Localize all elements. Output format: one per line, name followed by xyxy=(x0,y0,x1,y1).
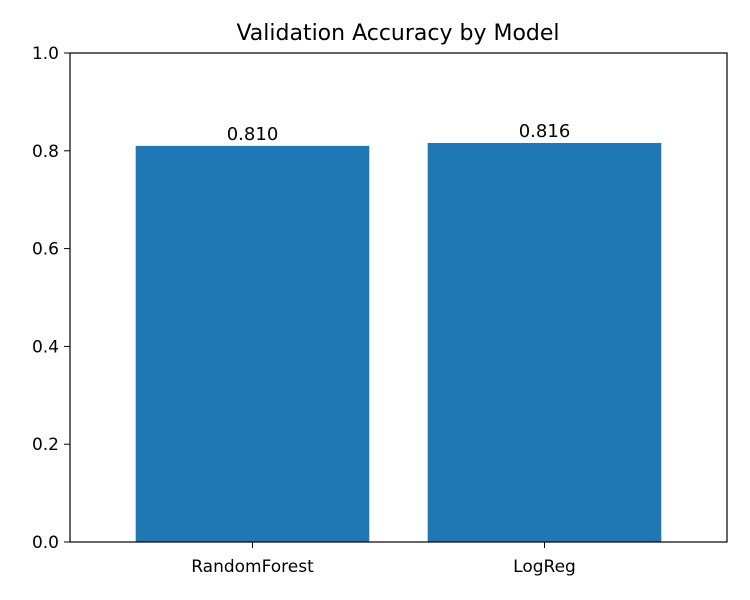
bar-logreg xyxy=(427,142,662,543)
plot-area: 0.810 RandomForest 0.816 LogReg 0.0 0.2 0.4 0.6… xyxy=(32,44,728,577)
data-label-randomforest: 0.810 xyxy=(227,124,279,145)
y-tick-label: 0.4 xyxy=(32,337,59,357)
chart-title: Validation Accuracy by Model xyxy=(236,21,559,46)
y-tick-label: 0.0 xyxy=(32,533,59,553)
bar-randomforest xyxy=(135,145,370,542)
y-tick-label: 0.8 xyxy=(32,142,59,162)
data-label-logreg: 0.816 xyxy=(519,121,571,142)
y-tick-label: 1.0 xyxy=(32,44,59,64)
plot-frame xyxy=(69,52,728,543)
x-tick-label: RandomForest xyxy=(191,557,314,577)
y-tick-label: 0.6 xyxy=(32,240,59,260)
y-tick-label: 0.2 xyxy=(32,435,59,455)
x-tick-label: LogReg xyxy=(513,557,576,577)
